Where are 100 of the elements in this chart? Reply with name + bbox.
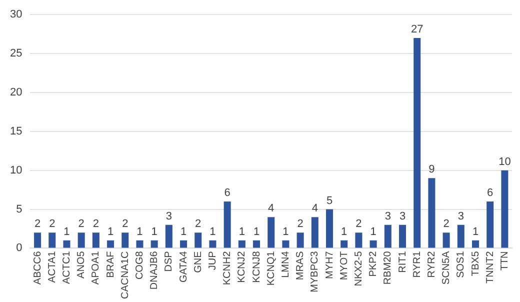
data-label: 2 xyxy=(443,218,450,230)
bar xyxy=(165,224,172,248)
data-label: 1 xyxy=(282,226,289,238)
x-tick-label: NKX2-5 xyxy=(353,250,364,286)
x-tick-label: PKP2 xyxy=(368,250,380,277)
data-label: 2 xyxy=(34,218,41,230)
bar xyxy=(224,201,231,248)
bar xyxy=(282,240,290,248)
bar xyxy=(340,240,348,248)
data-label: 1 xyxy=(151,226,158,238)
y-tick-label: 0 xyxy=(16,242,22,254)
x-tick-label: TTN xyxy=(499,251,510,271)
data-label: 27 xyxy=(410,23,424,36)
y-tick-label: 5 xyxy=(16,203,22,216)
x-tick-label: TNNT2 xyxy=(484,250,496,284)
bar xyxy=(92,232,100,248)
y-tick-label: 30 xyxy=(10,8,22,21)
x-tick-label: DNAJB6 xyxy=(149,250,160,290)
data-label: 3 xyxy=(384,210,391,222)
x-tick-label: LMN4 xyxy=(280,250,292,278)
data-label: 1 xyxy=(341,226,348,238)
x-tick-label: RYR1 xyxy=(412,250,423,278)
data-label: 2 xyxy=(78,218,84,230)
data-label: 9 xyxy=(428,164,435,176)
data-label: 2 xyxy=(356,218,362,230)
bar xyxy=(268,217,275,248)
bar xyxy=(370,240,377,248)
data-label: 1 xyxy=(180,226,187,238)
x-tick-label: TBX5 xyxy=(470,250,482,276)
x-tick-label: JUP xyxy=(207,250,218,270)
y-tick-label: 25 xyxy=(10,48,22,60)
data-label: 1 xyxy=(238,226,245,238)
x-tick-label: BRAF xyxy=(105,251,116,278)
bar xyxy=(442,232,450,248)
data-label: 2 xyxy=(195,218,202,230)
y-tick-label: 15 xyxy=(10,125,22,138)
x-tick-label: MYH7 xyxy=(324,250,336,280)
data-label: 1 xyxy=(253,226,260,238)
bar xyxy=(472,240,480,248)
bar xyxy=(486,201,494,248)
x-tick-label: ACTC1 xyxy=(61,250,72,284)
data-label: 2 xyxy=(122,218,128,230)
data-label: 5 xyxy=(326,194,333,207)
bar xyxy=(428,178,436,248)
x-tick-label: RBM20 xyxy=(382,250,394,285)
data-label: 2 xyxy=(297,218,304,230)
bar xyxy=(501,170,508,248)
bar xyxy=(34,232,42,248)
x-tick-label: MYBPC3 xyxy=(310,250,321,292)
data-label: 1 xyxy=(210,226,216,238)
x-tick-label: KCNJ2 xyxy=(236,250,248,283)
x-tick-label: MYOT xyxy=(338,251,350,280)
x-tick-label: COG8 xyxy=(134,250,146,280)
bar xyxy=(311,217,318,248)
data-label: 1 xyxy=(472,226,479,238)
x-tick-label: RIT1 xyxy=(397,250,408,273)
data-label: 2 xyxy=(49,218,56,230)
bar xyxy=(48,232,56,248)
bar xyxy=(238,240,246,248)
data-label: 6 xyxy=(487,187,494,200)
x-tick-label: KCNH2 xyxy=(222,250,234,286)
x-tick-label: ACTA1 xyxy=(46,250,58,283)
data-label: 2 xyxy=(92,218,99,230)
x-tick-label: MRAS xyxy=(295,250,306,280)
bar xyxy=(122,232,129,248)
x-tick-label: ABCC6 xyxy=(32,250,44,285)
bar xyxy=(209,240,216,248)
x-tick-label: GNE xyxy=(192,250,204,273)
bar xyxy=(296,232,304,248)
x-tick-label: CACNA1C xyxy=(120,251,131,300)
bar xyxy=(194,232,202,248)
data-label: 3 xyxy=(166,210,172,222)
bar xyxy=(457,224,464,248)
x-tick-label: SCN5A xyxy=(441,250,452,285)
data-label: 3 xyxy=(399,210,406,222)
x-tick-label: KCNQ1 xyxy=(266,250,277,286)
data-label: 1 xyxy=(370,226,376,238)
data-label: 10 xyxy=(498,156,511,168)
bar xyxy=(414,38,421,248)
data-label: 1 xyxy=(64,226,70,238)
data-label: 4 xyxy=(312,202,318,215)
x-tick-label: SOS1 xyxy=(456,250,467,278)
y-tick-label: 20 xyxy=(10,86,22,98)
data-label: 4 xyxy=(268,202,274,215)
bar xyxy=(63,240,70,248)
data-label: 3 xyxy=(458,210,464,222)
x-tick-label: KCNJ8 xyxy=(251,250,262,283)
bar xyxy=(136,240,144,248)
bar xyxy=(150,240,158,248)
bar xyxy=(384,224,392,248)
x-tick-label: DSP xyxy=(164,250,175,272)
bar xyxy=(326,209,334,248)
x-tick-label: GATA4 xyxy=(178,250,190,283)
bar xyxy=(107,240,114,248)
bar xyxy=(355,232,362,248)
x-tick-label: RYR2 xyxy=(426,250,438,278)
data-label: 1 xyxy=(136,226,143,238)
x-tick-label: APOA1 xyxy=(90,250,102,285)
x-tick-label: ANO5 xyxy=(76,250,88,278)
bar xyxy=(180,240,188,248)
